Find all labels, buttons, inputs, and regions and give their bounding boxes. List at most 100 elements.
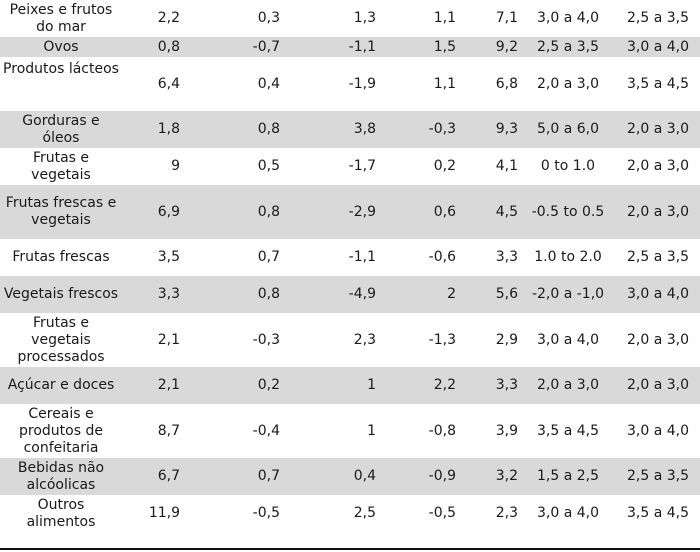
value-cell: 1,1 [433,75,456,92]
value-cell: 0,7 [182,458,282,495]
value-cell: 11,9 [148,505,180,521]
value-cell: 3,3 [122,276,182,313]
value-cell: -0,5 [428,505,456,521]
category-cell: Açúcar e doces [0,367,122,404]
value-cell: -1,1 [348,249,376,265]
value-cell: 2,1 [157,331,180,348]
category-cell: Ovos [0,37,122,57]
value-cell: -0,7 [182,37,282,57]
range-cell: 2,0 a 3,0 [616,367,700,404]
table-row: Frutas e vegetais 9 0,5 -1,7 0,2 4,1 0 to 1.0 2… [0,148,700,185]
value-cell: 2,5 [353,505,376,521]
category-cell: Gorduras e óleos [0,111,122,148]
value-cell: -0,6 [428,249,456,265]
range-cell: 2,0 a 3,0 [626,158,689,174]
table-row: Ovos 0,8 -0,7 -1,1 1,5 9,2 2,5 a 3,5 3,0 a 4,0 [0,37,700,57]
table-row: Outros alimentos 11,9 -0,5 2,5 -0,5 2,3 3,0 a … [0,495,700,532]
value-cell: 4,1 [495,158,518,174]
value-cell: 9 [171,158,180,174]
value-cell: 5,6 [458,276,520,313]
value-cell: 6,4 [157,75,180,92]
value-cell: -1,3 [428,331,456,348]
value-cell: -1,7 [348,158,376,174]
category-cell: Frutas frescas e vegetais [0,185,122,239]
range-cell: 3,0 a 4,0 [626,422,689,439]
value-cell: 2,2 [157,10,180,26]
range-cell: 0 to 1.0 [540,158,596,174]
range-cell: 3,0 a 4,0 [616,276,700,313]
value-cell: 0,8 [182,276,282,313]
range-cell: 3,0 a 4,0 [536,505,599,521]
value-cell: -0,9 [378,458,458,495]
value-cell: -4,9 [282,276,378,313]
value-cell: 1,1 [433,10,456,26]
range-cell: 2,0 a 3,0 [616,185,700,239]
value-cell: 1 [282,367,378,404]
category-cell: Bebidas não alcóolicas [0,458,122,495]
value-cell: 6,8 [495,75,518,92]
category-cell: Cereais e produtos de confeitaria [19,405,103,456]
table-row: Frutas e vegetais processados 2,1 -0,3 2,3 -… [0,313,700,367]
value-cell: 0,8 [122,37,182,57]
value-cell: 9,3 [458,111,520,148]
value-cell: 0,2 [182,367,282,404]
table-row: Frutas frescas 3,5 0,7 -1,1 -0,6 3,3 1.0 to 2.… [0,239,700,276]
range-cell: 2,0 a 3,0 [616,111,700,148]
range-cell: 1,5 a 2,5 [520,458,616,495]
value-cell: 0,6 [378,185,458,239]
range-cell: 3,5 a 4,5 [536,422,599,439]
value-cell: 0,4 [282,458,378,495]
table-row: Açúcar e doces 2,1 0,2 1 2,2 3,3 2,0 a 3,0 2,0 … [0,367,700,404]
value-cell: 6,7 [122,458,182,495]
range-cell: 5,0 a 6,0 [520,111,616,148]
value-cell: 2,3 [353,331,376,348]
table-row: Gorduras e óleos 1,8 0,8 3,8 -0,3 9,3 5,0 a 6,… [0,111,700,148]
range-cell: 3,5 a 4,5 [626,505,689,521]
table-row: Peixes e frutos do mar 2,2 0,3 1,3 1,1 7,1 3,0… [0,0,700,37]
range-cell: 2,5 a 3,5 [520,37,616,57]
range-cell: 2,0 a 3,0 [536,75,599,92]
value-cell: 4,5 [458,185,520,239]
value-cell: 2,1 [122,367,182,404]
category-cell: Produtos lácteos [3,61,119,77]
range-cell: 2,5 a 3,5 [626,249,689,265]
value-cell: 3,3 [458,367,520,404]
value-cell: 0,8 [182,111,282,148]
category-cell: Frutas e vegetais processados [17,314,105,365]
value-cell: 7,1 [495,10,518,26]
category-cell: Frutas e vegetais [31,149,91,183]
value-cell: 2,9 [495,331,518,348]
table-row: Produtos lácteos 6,4 0,4 -1,9 1,1 6,8 2,0 a 3,… [0,57,700,111]
table-row: Frutas frescas e vegetais 6,9 0,8 -2,9 0,6 4,… [0,185,700,239]
table-row: Vegetais frescos 3,3 0,8 -4,9 2 5,6 -2,0 a -1,… [0,276,700,313]
value-cell: 0,3 [257,10,280,26]
value-cell: 3,9 [495,422,518,439]
range-cell: -2,0 a -1,0 [520,276,616,313]
food-price-table: Peixes e frutos do mar 2,2 0,3 1,3 1,1 7,1 3,0… [0,0,700,532]
range-cell: 3,0 a 4,0 [536,331,599,348]
value-cell: 8,7 [157,422,180,439]
range-cell: 2,5 a 3,5 [626,10,689,26]
range-cell: 1.0 to 2.0 [534,249,602,265]
range-cell: 2,5 a 3,5 [616,458,700,495]
table-bottom-rule [0,548,700,550]
value-cell: 0,8 [182,185,282,239]
value-cell: 1,5 [378,37,458,57]
value-cell: 3,2 [458,458,520,495]
value-cell: 0,5 [257,158,280,174]
value-cell: 1 [367,422,376,439]
value-cell: -0,3 [378,111,458,148]
value-cell: 2 [378,276,458,313]
value-cell: 2,3 [495,505,518,521]
value-cell: -2,9 [282,185,378,239]
value-cell: 9,2 [458,37,520,57]
value-cell: -0,8 [428,422,456,439]
value-cell: 1,3 [353,10,376,26]
value-cell: 0,4 [257,75,280,92]
value-cell: 3,8 [282,111,378,148]
category-cell: Peixes e frutos do mar [9,1,113,35]
value-cell: 3,3 [495,249,518,265]
value-cell: -0,5 [252,505,280,521]
category-cell: Frutas frescas [12,249,110,265]
value-cell: -0,4 [252,422,280,439]
